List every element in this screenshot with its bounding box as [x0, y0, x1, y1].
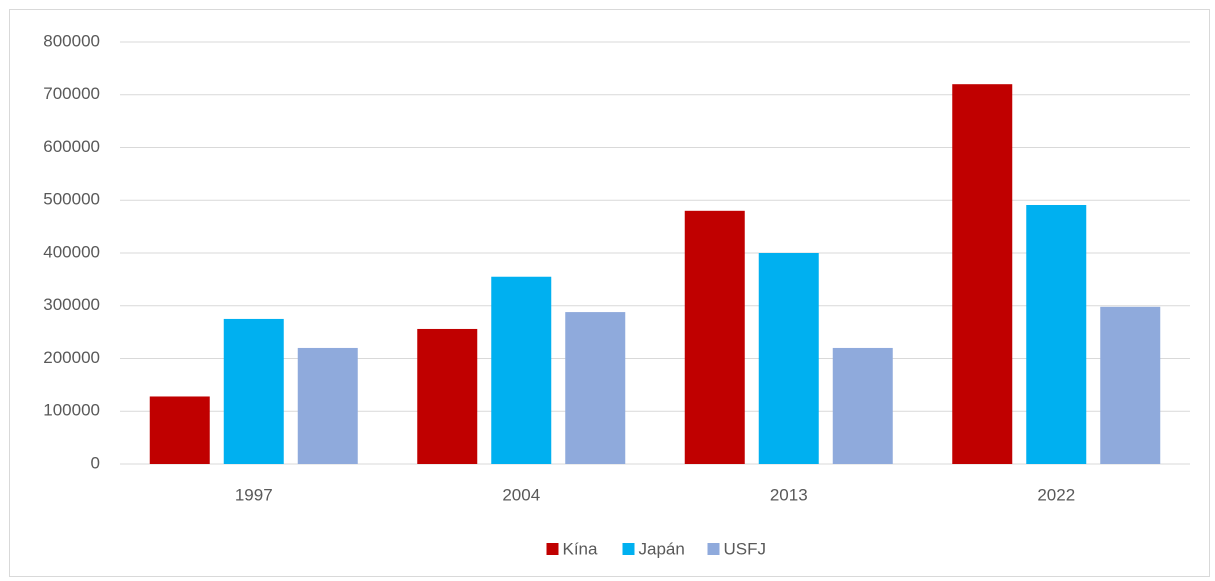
- bar: [832, 347, 893, 464]
- bar: [417, 328, 478, 464]
- bar: [758, 253, 819, 464]
- bar: [297, 347, 358, 464]
- x-tick-label: 2004: [502, 485, 540, 504]
- y-tick-label: 300000: [43, 295, 100, 314]
- x-tick-label: 2022: [1037, 485, 1075, 504]
- legend-swatch: [707, 543, 720, 555]
- y-tick-label: 100000: [43, 401, 100, 420]
- legend-label: Kína: [563, 539, 599, 558]
- y-tick-label: 700000: [43, 84, 100, 103]
- bar: [223, 318, 284, 464]
- y-tick-label: 200000: [43, 348, 100, 367]
- y-tick-label: 600000: [43, 137, 100, 156]
- legend-label: USFJ: [724, 539, 767, 558]
- bar: [684, 210, 745, 464]
- x-tick-label: 2013: [770, 485, 808, 504]
- y-tick-label: 800000: [43, 31, 100, 50]
- y-tick-label: 500000: [43, 190, 100, 209]
- bar: [1026, 204, 1087, 464]
- bar: [1100, 306, 1161, 464]
- x-tick-label: 1997: [235, 485, 273, 504]
- bar: [149, 396, 210, 464]
- bar: [952, 84, 1013, 464]
- y-tick-label: 400000: [43, 242, 100, 261]
- y-tick-label: 0: [91, 453, 100, 472]
- legend-swatch: [546, 543, 559, 555]
- bar: [565, 312, 626, 464]
- bar: [491, 276, 552, 464]
- legend-swatch: [622, 543, 635, 555]
- legend-label: Japán: [639, 539, 685, 558]
